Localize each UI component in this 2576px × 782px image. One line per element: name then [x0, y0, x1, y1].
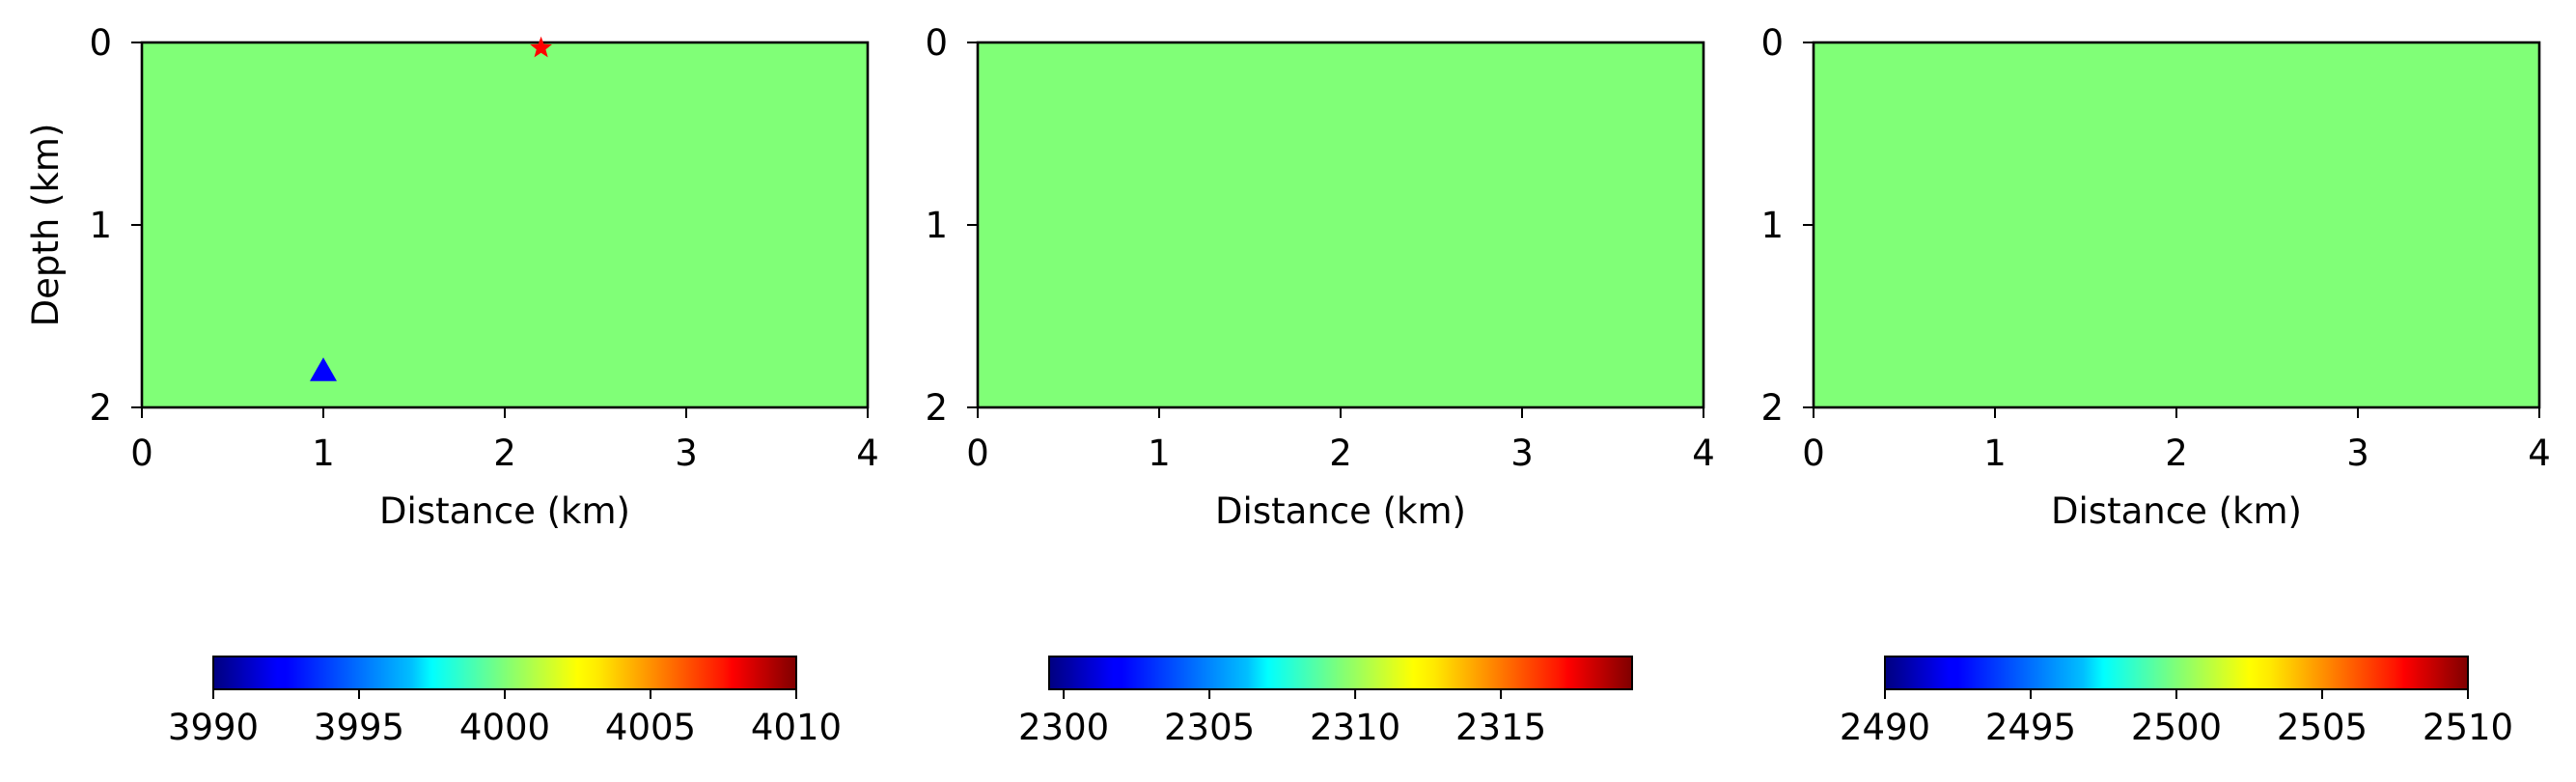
colorbar-tick-label: 3990: [168, 707, 259, 748]
colorbar-ticks: 2300 2305 2310 2315: [1018, 689, 1546, 748]
x-tick-label: 0: [966, 433, 989, 474]
colorbar-tick-label: 2310: [1310, 707, 1400, 748]
colorbar-tick-label: 2300: [1018, 707, 1109, 748]
x-tick-label: 4: [856, 433, 879, 474]
colorbar-tick-label: 2505: [2277, 707, 2368, 748]
colorbar-tick-label: 2495: [1985, 707, 2076, 748]
panel-3: 0 1 2 0 1 2 3 4 Distance (km): [1760, 22, 2550, 532]
colorbar-gradient: [212, 656, 797, 690]
x-tick-label: 4: [2528, 433, 2551, 474]
velocity-field-3: [1814, 42, 2539, 407]
y-tick-label: 0: [1760, 22, 1784, 64]
x-ticks-1: 0 1 2 3 4: [130, 407, 879, 474]
y-tick-label: 1: [925, 205, 948, 246]
x-axis-label-3: Distance (km): [2051, 490, 2302, 532]
y-axis-label-1: Depth (km): [25, 124, 67, 327]
colorbar-gradient: [1884, 656, 2469, 690]
colorbar-2: 2300 2305 2310 2315: [1018, 656, 1633, 748]
colorbar-1: 3990 3995 4000 4005 4010: [168, 656, 842, 748]
x-tick-label: 3: [1510, 433, 1534, 474]
colorbar-tick-label: 4005: [605, 707, 696, 748]
y-ticks-3: 0 1 2: [1760, 22, 1814, 429]
y-ticks-1: 0 1 2: [89, 22, 142, 429]
colorbar-tick-label: 2500: [2131, 707, 2222, 748]
colorbar-tick-label: 3995: [314, 707, 404, 748]
y-tick-label: 1: [1760, 205, 1784, 246]
y-tick-label: 1: [89, 205, 112, 246]
y-tick-label: 2: [89, 387, 112, 429]
y-tick-label: 0: [89, 22, 112, 64]
x-tick-label: 3: [2346, 433, 2369, 474]
x-axis-label-2: Distance (km): [1215, 490, 1466, 532]
colorbar-tick-label: 2510: [2423, 707, 2513, 748]
source-star-marker: [530, 36, 552, 58]
y-ticks-2: 0 1 2: [925, 22, 978, 429]
x-tick-label: 2: [1329, 433, 1352, 474]
colorbar-tick-label: 4000: [459, 707, 550, 748]
y-tick-label: 2: [1760, 387, 1784, 429]
x-ticks-3: 0 1 2 3 4: [1802, 407, 2551, 474]
x-tick-label: 4: [1692, 433, 1715, 474]
receiver-triangle-marker: [310, 357, 337, 381]
y-tick-label: 2: [925, 387, 948, 429]
x-tick-label: 1: [312, 433, 335, 474]
panel-1: 0 1 2 0 1 2 3 4 Distance (km) Depth (km): [25, 22, 879, 532]
x-tick-label: 3: [675, 433, 698, 474]
colorbar-tick-label: 2305: [1164, 707, 1255, 748]
x-ticks-2: 0 1 2 3 4: [966, 407, 1715, 474]
x-tick-label: 1: [1148, 433, 1171, 474]
colorbar-gradient: [1048, 656, 1633, 690]
panel-2: 0 1 2 0 1 2 3 4 Distance (km): [925, 22, 1714, 532]
y-tick-label: 0: [925, 22, 948, 64]
velocity-field-2: [978, 42, 1703, 407]
x-tick-label: 2: [2165, 433, 2188, 474]
colorbar-ticks: 3990 3995 4000 4005 4010: [168, 689, 842, 748]
colorbar-ticks: 2490 2495 2500 2505 2510: [1840, 689, 2513, 748]
x-axis-label-1: Distance (km): [379, 490, 630, 532]
x-tick-label: 0: [1802, 433, 1825, 474]
colorbar-3: 2490 2495 2500 2505 2510: [1840, 656, 2513, 748]
x-tick-label: 1: [1983, 433, 2007, 474]
x-tick-label: 2: [493, 433, 516, 474]
colorbar-tick-label: 2315: [1455, 707, 1546, 748]
x-tick-label: 0: [130, 433, 153, 474]
colorbar-tick-label: 2490: [1840, 707, 1930, 748]
velocity-field-1: [142, 42, 868, 407]
colorbar-tick-label: 4010: [751, 707, 842, 748]
